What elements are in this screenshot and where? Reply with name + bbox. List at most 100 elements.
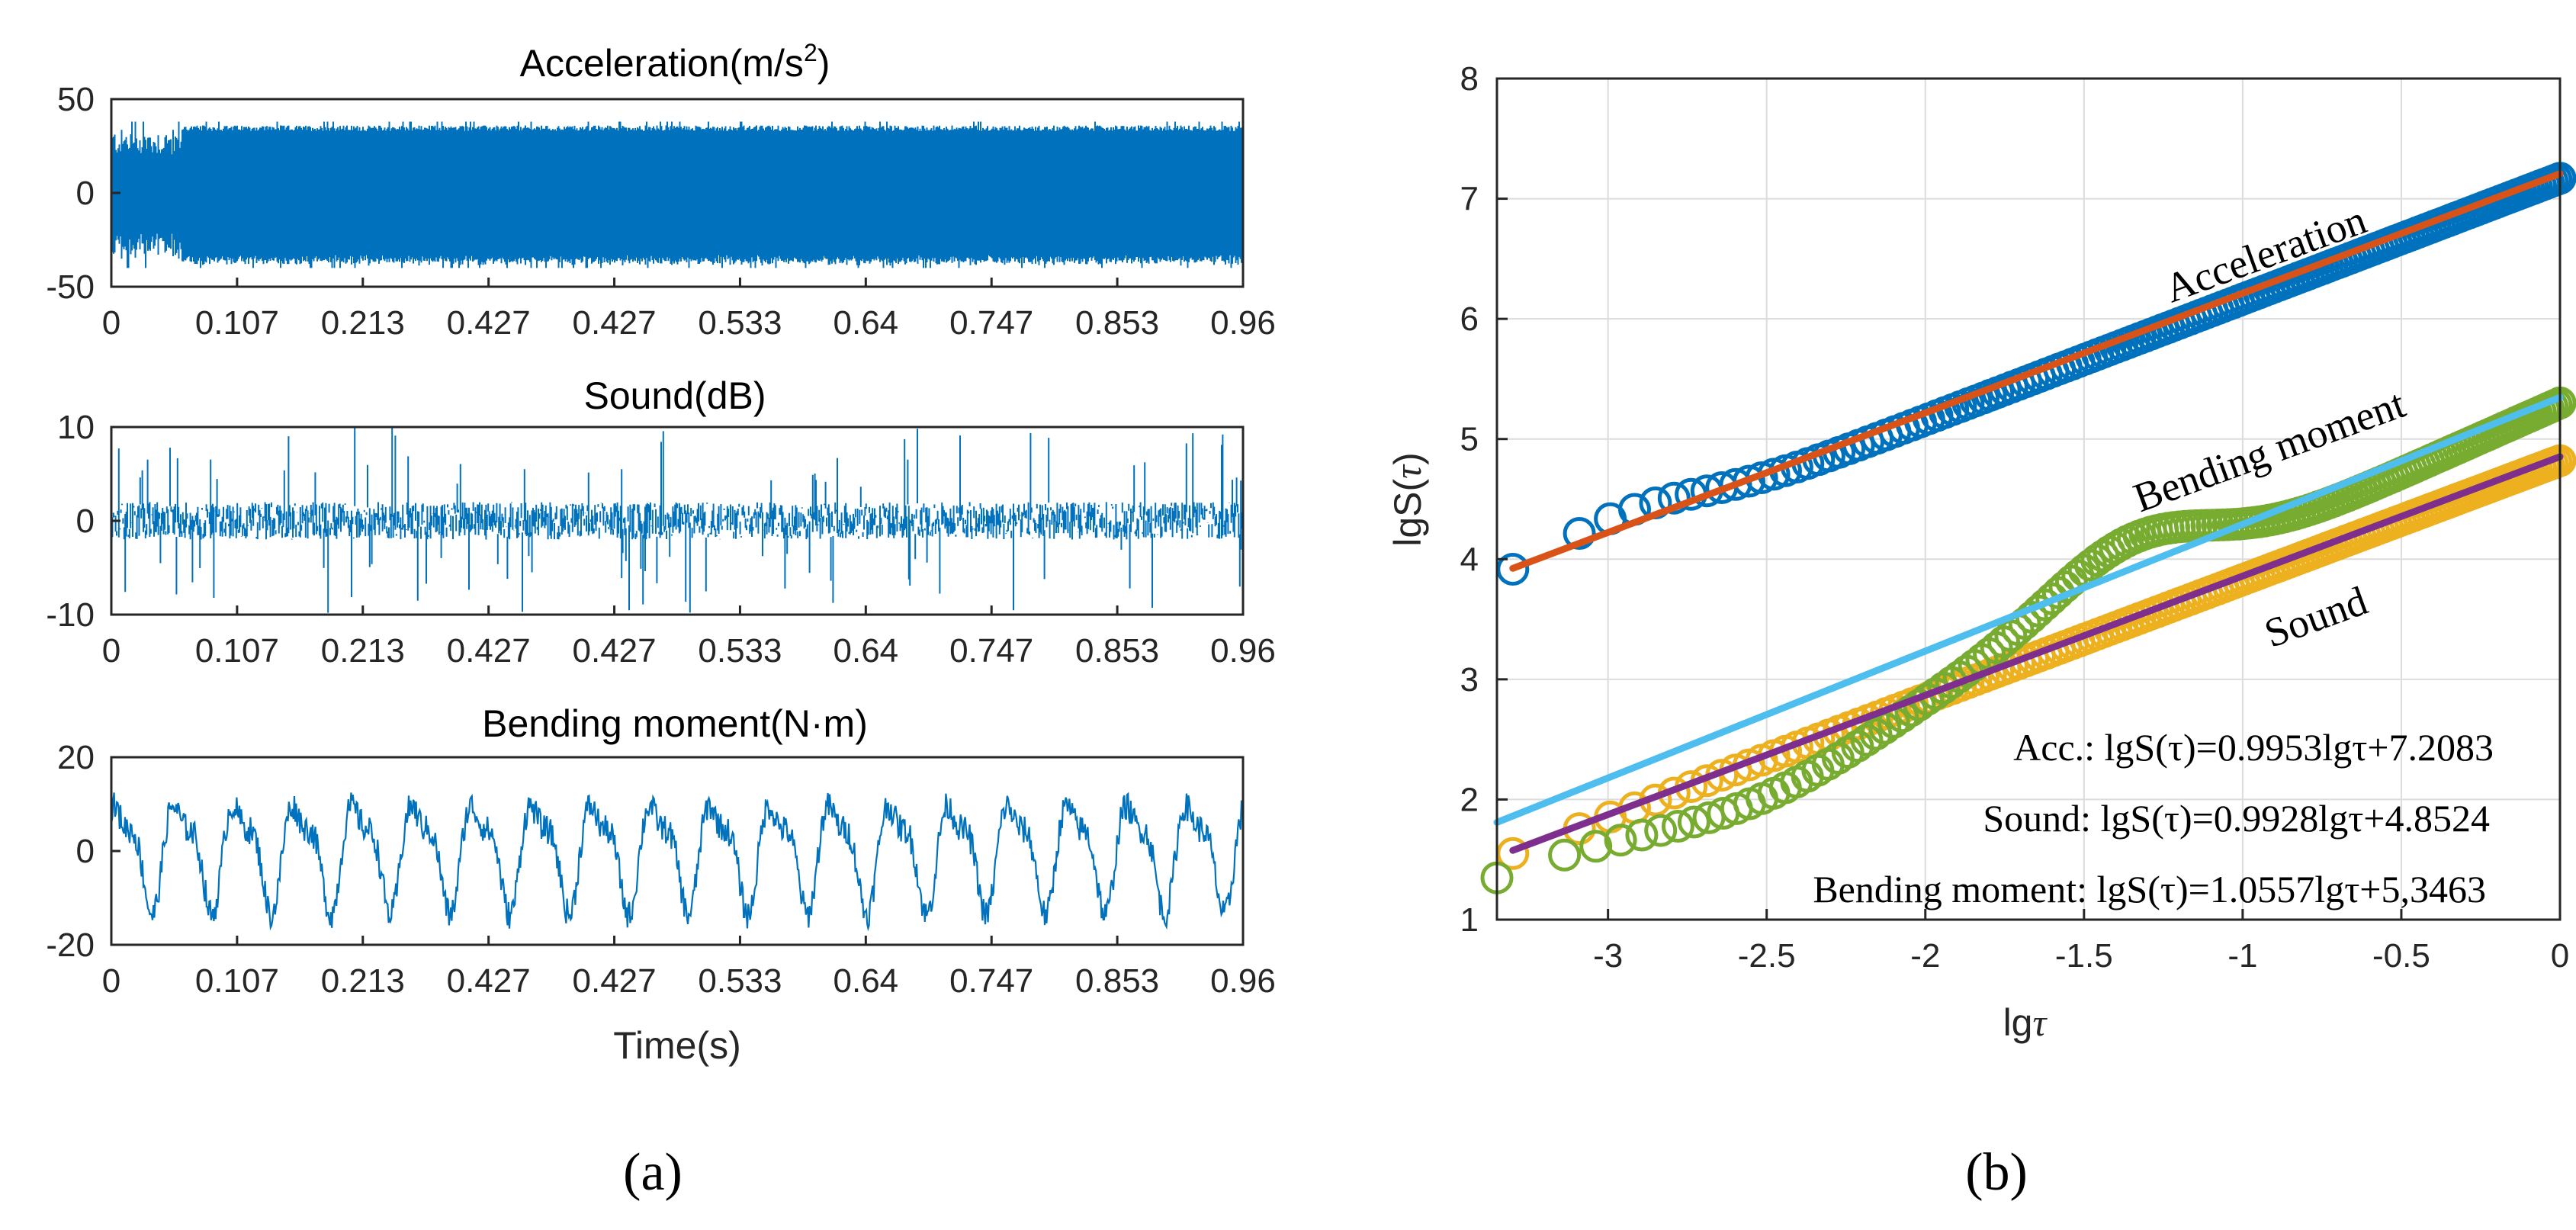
- bending-point: [1548, 838, 1582, 872]
- bending-trace: [110, 792, 1244, 932]
- time-axis-label: Time(s): [613, 1024, 741, 1067]
- acceleration-xtick-label: 0.427: [447, 304, 531, 342]
- acceleration-xtick-label: 0.427: [573, 304, 657, 342]
- sound-xtick-label: 0.533: [698, 632, 782, 670]
- bending-signal: [110, 792, 1244, 932]
- bending-point: [1677, 805, 1710, 839]
- scaling-x-axis: -3 -2.5 -2 -1.5 -1 -0.5 0: [1593, 909, 2569, 975]
- sound-xtick-label: 0.96: [1210, 632, 1276, 670]
- sound-trace: [111, 427, 1243, 613]
- acceleration-xtick-label: 0.213: [321, 304, 405, 342]
- acceleration-fit-line: [1509, 170, 2564, 572]
- sound-x-axis: 0 0.107 0.213 0.427 0.427 0.533 0.64 0.747 0.853…: [102, 605, 1276, 670]
- bending-point: [1661, 810, 1694, 843]
- bending-xtick-label: 0.213: [321, 962, 405, 1000]
- acceleration-ytick-label: 0: [76, 175, 95, 212]
- sound-title: Sound(dB): [583, 374, 766, 417]
- sound-xtick-label: 0.747: [949, 632, 1033, 670]
- bending-xtick-label: 0.107: [195, 962, 279, 1000]
- scaling-ytick-label: 8: [1460, 60, 1479, 98]
- bending-point: [1894, 694, 1928, 727]
- sound-ytick-label: 0: [76, 503, 95, 540]
- acceleration-ytick-label: -50: [46, 268, 95, 306]
- bending-fit-line: [1493, 393, 2564, 826]
- sound-xtick-label: 0.853: [1075, 632, 1159, 670]
- bending-xtick-label: 0.427: [573, 962, 657, 1000]
- bending-fit-equation: Bending moment: lgS(τ)=1.0557lgτ+5,3463: [1813, 868, 2486, 910]
- bending-y-axis: -20 0 20: [46, 739, 120, 964]
- scaling-xtick-label: -2.5: [1738, 937, 1796, 975]
- sound-fit-line: [1509, 453, 2564, 854]
- sound-fit-equation: Sound: lgS(τ)=0.9928lgτ+4.8524: [1983, 797, 2490, 840]
- scaling-ytick-label: 2: [1460, 781, 1479, 818]
- bending-xtick-label: 0.427: [447, 962, 531, 1000]
- sound-y-axis: -10 0 10: [46, 409, 120, 634]
- bending-xtick-label: 0.533: [698, 962, 782, 1000]
- acceleration-xtick-label: 0: [102, 304, 120, 342]
- acceleration-xtick-label: 0.533: [698, 304, 782, 342]
- scaling-axes-box: [1495, 77, 2562, 921]
- acceleration-point: [1563, 517, 1596, 550]
- acceleration-xtick-label: 0.853: [1075, 304, 1159, 342]
- acceleration-xtick-label: 0.64: [834, 304, 899, 342]
- acceleration-xtick-label: 0.107: [195, 304, 279, 342]
- bending-ytick-label: -20: [46, 927, 95, 964]
- sound-signal: [111, 427, 1243, 613]
- panel-label-b: (b): [1965, 1143, 2028, 1202]
- scaling-series: [1480, 162, 2576, 894]
- sound-point: [1496, 837, 1530, 870]
- lgs-axis-label: lgS(τ): [1386, 452, 1429, 546]
- acceleration-ytick-label: 50: [57, 81, 95, 118]
- acceleration-x-axis: 0 0.107 0.213 0.427 0.427 0.533 0.64 0.747 0.853…: [102, 278, 1276, 342]
- acceleration-signal: [111, 121, 1244, 268]
- bending-point: [1625, 818, 1659, 852]
- bending-axes-box: [110, 756, 1245, 946]
- bending-title: Bending moment(N·m): [482, 702, 868, 745]
- sound-series-label: Sound: [2259, 577, 2373, 657]
- bending-xtick-label: 0.747: [949, 962, 1033, 1000]
- bending-point: [1850, 724, 1884, 757]
- bending-point: [1859, 718, 1893, 751]
- scaling-ytick-label: 7: [1460, 181, 1479, 218]
- acceleration-xtick-label: 0.747: [949, 304, 1033, 342]
- acceleration-title: Acceleration(m/s2): [520, 39, 830, 85]
- panel-label-a: (a): [623, 1143, 683, 1202]
- bending-xtick-label: 0: [102, 962, 120, 1000]
- scaling-y-axis: 1 2 3 4 5 6 7 8: [1460, 60, 1508, 939]
- scaling-ytick-label: 1: [1460, 901, 1479, 939]
- scaling-xtick-label: -3: [1593, 937, 1623, 975]
- bending-point: [1579, 830, 1613, 863]
- scaling-xtick-label: -2: [1910, 937, 1940, 975]
- scaling-ytick-label: 6: [1460, 300, 1479, 338]
- scaling-ytick-label: 3: [1460, 661, 1479, 698]
- sound-ytick-label: -10: [46, 596, 95, 634]
- lg-tau-axis-label: lgτ: [2003, 1001, 2048, 1044]
- bending-ytick-label: 0: [76, 833, 95, 870]
- acceleration-trace: [111, 121, 1244, 268]
- bending-xtick-label: 0.96: [1210, 962, 1276, 1000]
- sound-xtick-label: 0.213: [321, 632, 405, 670]
- scaling-xtick-label: -0.5: [2372, 937, 2430, 975]
- sound-ytick-label: 10: [57, 409, 95, 446]
- sound-xtick-label: 0.427: [573, 632, 657, 670]
- scaling-ytick-label: 4: [1460, 541, 1479, 578]
- bending-point: [1604, 824, 1637, 857]
- acceleration-y-axis: -50 0 50: [46, 81, 120, 306]
- acceleration-point: [1496, 553, 1530, 586]
- sound-xtick-label: 0.107: [195, 632, 279, 670]
- sound-axes-box: [110, 426, 1245, 616]
- sound-xtick-label: 0.64: [834, 632, 899, 670]
- sound-xtick-label: 0: [102, 632, 120, 670]
- bending-point: [1644, 814, 1678, 847]
- scaling-xtick-label: -1.5: [2055, 937, 2113, 975]
- bending-xtick-label: 0.64: [834, 962, 899, 1000]
- bending-x-axis: 0 0.107 0.213 0.427 0.427 0.533 0.64 0.747 0.853…: [102, 936, 1276, 1000]
- acceleration-axes-box: [110, 98, 1245, 288]
- scaling-ytick-label: 5: [1460, 421, 1479, 458]
